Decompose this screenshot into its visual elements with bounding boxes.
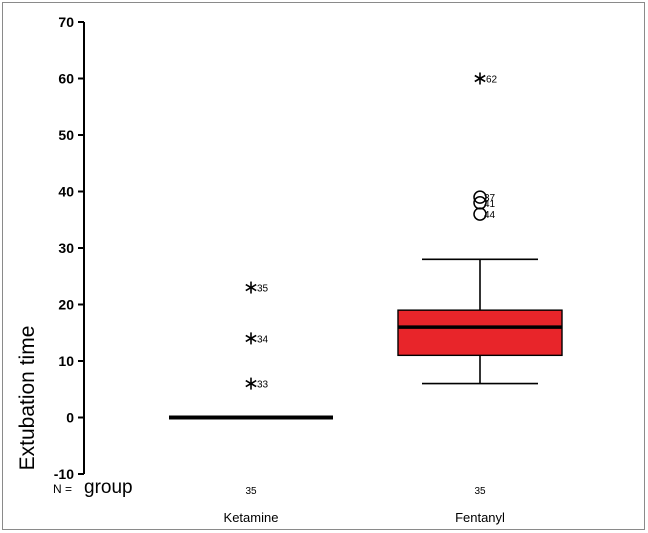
outlier-label: 41 bbox=[484, 199, 496, 210]
y-tick-label: 70 bbox=[58, 14, 74, 30]
y-tick-label: 40 bbox=[58, 184, 74, 200]
extreme-marker bbox=[474, 72, 486, 85]
category-label: Fentanyl bbox=[455, 510, 505, 525]
outlier-label: 44 bbox=[484, 210, 496, 221]
x-axis-label: group bbox=[84, 477, 133, 498]
extreme-label: 35 bbox=[257, 284, 269, 295]
n-label-prefix: N = bbox=[53, 482, 72, 496]
y-tick-label: 60 bbox=[58, 71, 74, 87]
star-stroke bbox=[474, 74, 486, 83]
box-group-ketamine: 33 34 35 35 Ketamine bbox=[169, 281, 333, 525]
category-label: Ketamine bbox=[224, 510, 279, 525]
extreme-marker bbox=[245, 377, 257, 390]
outlier-marker bbox=[473, 196, 487, 210]
n-count: 35 bbox=[474, 486, 486, 497]
y-tick-label: 0 bbox=[66, 410, 74, 426]
y-tick-label: 30 bbox=[58, 240, 74, 256]
y-tick-label: 10 bbox=[58, 353, 74, 369]
extreme-marker bbox=[245, 332, 257, 345]
y-tick-label: 50 bbox=[58, 127, 74, 143]
n-count: 35 bbox=[245, 486, 257, 497]
extreme-marker bbox=[245, 281, 257, 294]
y-tick-label: -10 bbox=[54, 466, 74, 482]
extreme-label: 62 bbox=[486, 75, 498, 86]
outlier-marker bbox=[473, 190, 487, 204]
star-stroke bbox=[245, 379, 257, 388]
star-stroke bbox=[245, 334, 257, 343]
y-tick-label: 20 bbox=[58, 297, 74, 313]
outlier-label: 37 bbox=[484, 193, 496, 204]
star-stroke bbox=[245, 283, 257, 292]
extreme-label: 33 bbox=[257, 380, 269, 391]
y-ticks: -10 0 10 20 30 40 50 60 70 bbox=[54, 14, 84, 482]
iqr-box bbox=[397, 309, 563, 357]
y-axis-label: Extubation time bbox=[16, 326, 39, 471]
extreme-label: 34 bbox=[257, 334, 269, 345]
